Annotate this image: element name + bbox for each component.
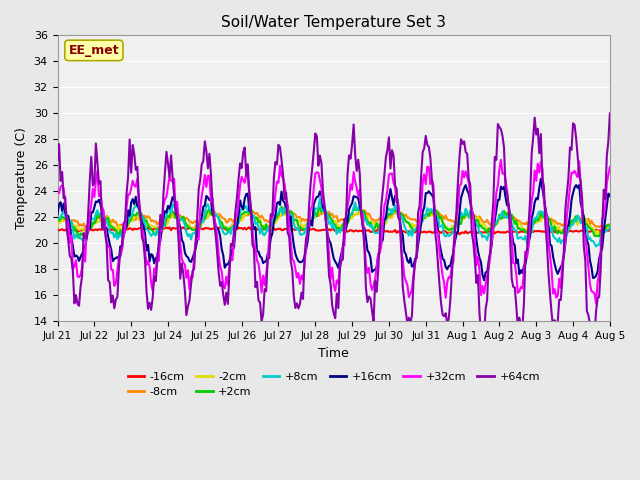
+32cm (399, 257, 406, 263)
+16cm (387, 186, 394, 192)
Y-axis label: Temperature (C): Temperature (C) (15, 127, 28, 229)
+16cm (480, 277, 488, 283)
+64cm (538, 176, 546, 182)
+16cm (54, 212, 61, 217)
+64cm (606, 110, 614, 116)
-2cm (540, 213, 548, 218)
+8cm (401, 223, 408, 229)
Line: +2cm: +2cm (58, 206, 610, 240)
+32cm (387, 171, 394, 177)
+16cm (541, 205, 549, 211)
Line: +16cm: +16cm (58, 179, 610, 280)
+2cm (284, 203, 291, 209)
+32cm (540, 195, 548, 201)
-8cm (158, 222, 166, 228)
-16cm (401, 229, 408, 235)
+2cm (69, 224, 77, 229)
+8cm (388, 211, 396, 217)
+16cm (368, 269, 376, 275)
+8cm (54, 215, 61, 221)
-2cm (54, 224, 61, 230)
-16cm (54, 227, 61, 233)
X-axis label: Time: Time (318, 347, 349, 360)
-8cm (370, 216, 378, 222)
-16cm (69, 228, 77, 233)
+16cm (69, 243, 77, 249)
+64cm (387, 166, 394, 171)
Line: -2cm: -2cm (58, 209, 610, 235)
-2cm (69, 221, 77, 227)
+16cm (606, 193, 614, 199)
+16cm (399, 232, 406, 238)
+2cm (371, 224, 379, 230)
-8cm (402, 212, 410, 217)
+2cm (606, 223, 614, 229)
-8cm (54, 219, 61, 225)
+8cm (370, 229, 378, 235)
-2cm (246, 206, 253, 212)
-8cm (69, 217, 77, 223)
+8cm (606, 225, 614, 230)
Line: +32cm: +32cm (58, 160, 610, 304)
+64cm (54, 157, 61, 163)
+8cm (592, 244, 600, 250)
Line: +64cm: +64cm (58, 113, 610, 342)
+2cm (54, 216, 61, 222)
+64cm (589, 339, 597, 345)
+16cm (537, 176, 545, 182)
-2cm (388, 215, 396, 221)
Line: -8cm: -8cm (58, 210, 610, 228)
+2cm (402, 219, 410, 225)
-2cm (606, 222, 614, 228)
+32cm (69, 267, 77, 273)
-16cm (388, 229, 396, 235)
-16cm (157, 225, 164, 231)
-8cm (86, 225, 93, 231)
+2cm (158, 228, 166, 234)
+64cm (69, 269, 77, 275)
Legend: -16cm, -8cm, -2cm, +2cm, +8cm, +16cm, +32cm, +64cm: -16cm, -8cm, -2cm, +2cm, +8cm, +16cm, +3… (123, 367, 544, 401)
+16cm (157, 238, 164, 243)
-2cm (597, 232, 605, 238)
+64cm (368, 308, 376, 314)
-8cm (606, 223, 614, 229)
-2cm (370, 219, 378, 225)
+32cm (54, 190, 61, 196)
+8cm (316, 196, 324, 202)
+32cm (592, 301, 600, 307)
Text: EE_met: EE_met (68, 44, 119, 57)
-16cm (606, 227, 614, 233)
Line: -16cm: -16cm (58, 227, 610, 234)
+8cm (157, 227, 164, 233)
Line: +8cm: +8cm (58, 199, 610, 247)
-16cm (541, 228, 549, 234)
+32cm (368, 287, 376, 293)
+32cm (497, 157, 505, 163)
+2cm (390, 208, 397, 214)
-2cm (157, 228, 164, 234)
+8cm (69, 227, 77, 232)
+32cm (157, 227, 164, 233)
+2cm (81, 237, 89, 243)
-16cm (227, 224, 235, 230)
Title: Soil/Water Temperature Set 3: Soil/Water Temperature Set 3 (221, 15, 446, 30)
+64cm (157, 212, 164, 218)
-8cm (394, 207, 402, 213)
-8cm (541, 213, 549, 218)
-16cm (456, 231, 463, 237)
-8cm (388, 210, 396, 216)
+64cm (399, 284, 406, 289)
+32cm (606, 164, 614, 170)
+2cm (541, 213, 549, 218)
-2cm (401, 216, 408, 222)
-16cm (370, 228, 378, 234)
+8cm (540, 213, 548, 218)
